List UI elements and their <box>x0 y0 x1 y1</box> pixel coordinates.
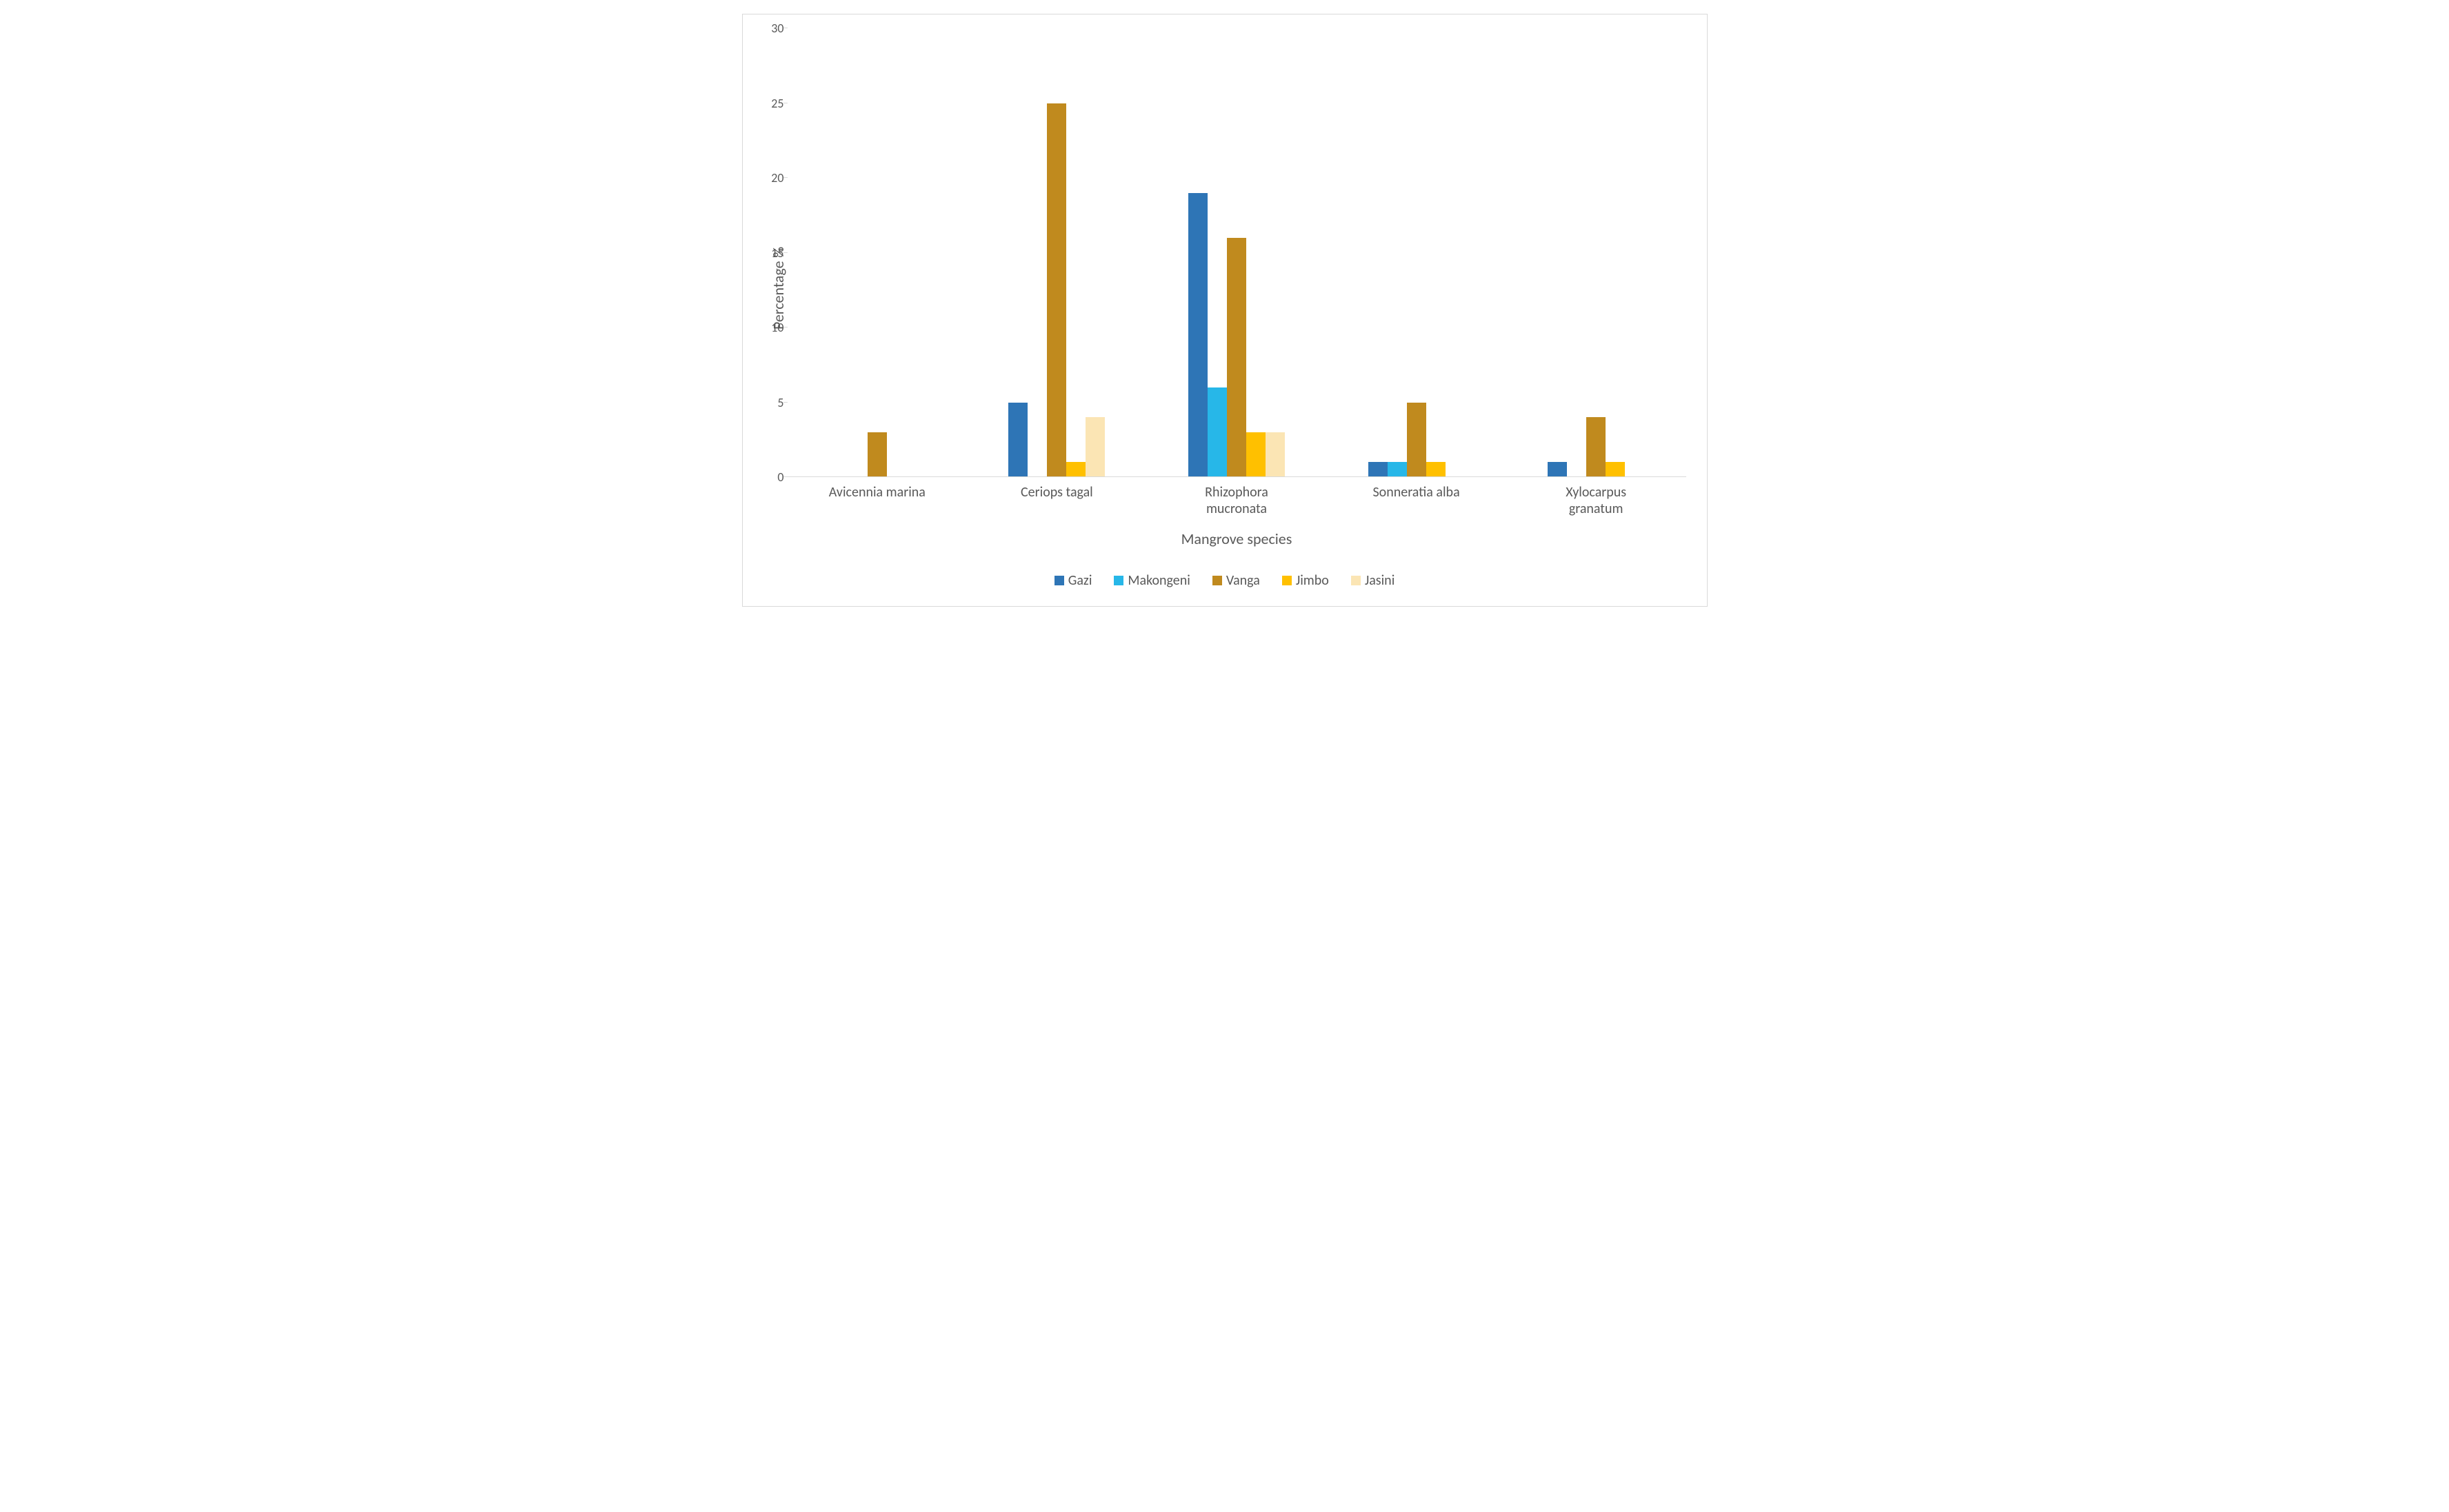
legend-label: Makongeni <box>1128 572 1190 589</box>
bar <box>1266 432 1285 477</box>
bar-group <box>1147 28 1327 477</box>
bar <box>1426 462 1446 477</box>
legend-swatch <box>1114 576 1123 585</box>
grid-area: 051015202530 <box>788 28 1686 477</box>
bar <box>1227 238 1246 477</box>
x-axis-line <box>788 476 1686 477</box>
bar <box>1246 432 1266 477</box>
bar <box>1086 417 1105 477</box>
legend-swatch <box>1054 576 1064 585</box>
plot-wrap: Percentage % 051015202530 Avicennia mari… <box>763 28 1686 548</box>
legend-label: Gazi <box>1068 572 1092 589</box>
x-category-label: Sonneratia alba <box>1326 484 1506 525</box>
legend-item: Makongeni <box>1114 572 1190 589</box>
y-tick-label: 0 <box>777 470 783 485</box>
plot-area: 051015202530 Avicennia marinaCeriops tag… <box>788 28 1686 548</box>
legend-label: Vanga <box>1226 572 1260 589</box>
bar <box>1208 387 1227 477</box>
legend-item: Jimbo <box>1282 572 1329 589</box>
y-tick-label: 20 <box>771 170 783 185</box>
x-category-label: Avicennia marina <box>788 484 968 525</box>
bar-group <box>1506 28 1686 477</box>
bar <box>1548 462 1567 477</box>
legend-swatch <box>1212 576 1222 585</box>
bar-groups <box>788 28 1686 477</box>
bar <box>1388 462 1407 477</box>
x-category-label: Ceriops tagal <box>967 484 1147 525</box>
legend-label: Jasini <box>1365 572 1395 589</box>
bar <box>1008 403 1028 478</box>
legend: Gazi Makongeni Vanga Jimbo Jasini <box>763 572 1686 589</box>
bar-group <box>967 28 1147 477</box>
y-tick-label: 5 <box>777 395 783 410</box>
legend-swatch <box>1282 576 1292 585</box>
y-tick-label: 30 <box>771 21 783 36</box>
legend-label: Jimbo <box>1296 572 1329 589</box>
bar-cluster <box>1506 28 1686 477</box>
x-category-labels: Avicennia marinaCeriops tagalRhizophoram… <box>788 484 1686 525</box>
bar-cluster <box>1326 28 1506 477</box>
bar <box>1407 403 1426 478</box>
bar <box>1368 462 1388 477</box>
legend-item: Gazi <box>1054 572 1092 589</box>
bar <box>1188 193 1208 477</box>
y-tick-labels: 051015202530 <box>753 28 784 477</box>
y-tick-label: 25 <box>771 96 783 111</box>
y-tick-label: 10 <box>771 320 783 335</box>
x-category-label: Rhizophoramucronata <box>1147 484 1327 525</box>
bar-cluster <box>788 28 968 477</box>
bar <box>1047 103 1066 478</box>
bar-cluster <box>1147 28 1327 477</box>
legend-swatch <box>1351 576 1361 585</box>
legend-item: Jasini <box>1351 572 1395 589</box>
bar <box>1586 417 1606 477</box>
y-tick-label: 15 <box>771 245 783 261</box>
x-axis-label: Mangrove species <box>788 530 1686 548</box>
x-category-label: Xylocarpusgranatum <box>1506 484 1686 525</box>
bar <box>1066 462 1086 477</box>
bar <box>1606 462 1625 477</box>
bar-cluster <box>967 28 1147 477</box>
bar-group <box>1326 28 1506 477</box>
bar <box>868 432 887 477</box>
legend-item: Vanga <box>1212 572 1260 589</box>
chart-container: Percentage % 051015202530 Avicennia mari… <box>742 14 1708 607</box>
bar-group <box>788 28 968 477</box>
